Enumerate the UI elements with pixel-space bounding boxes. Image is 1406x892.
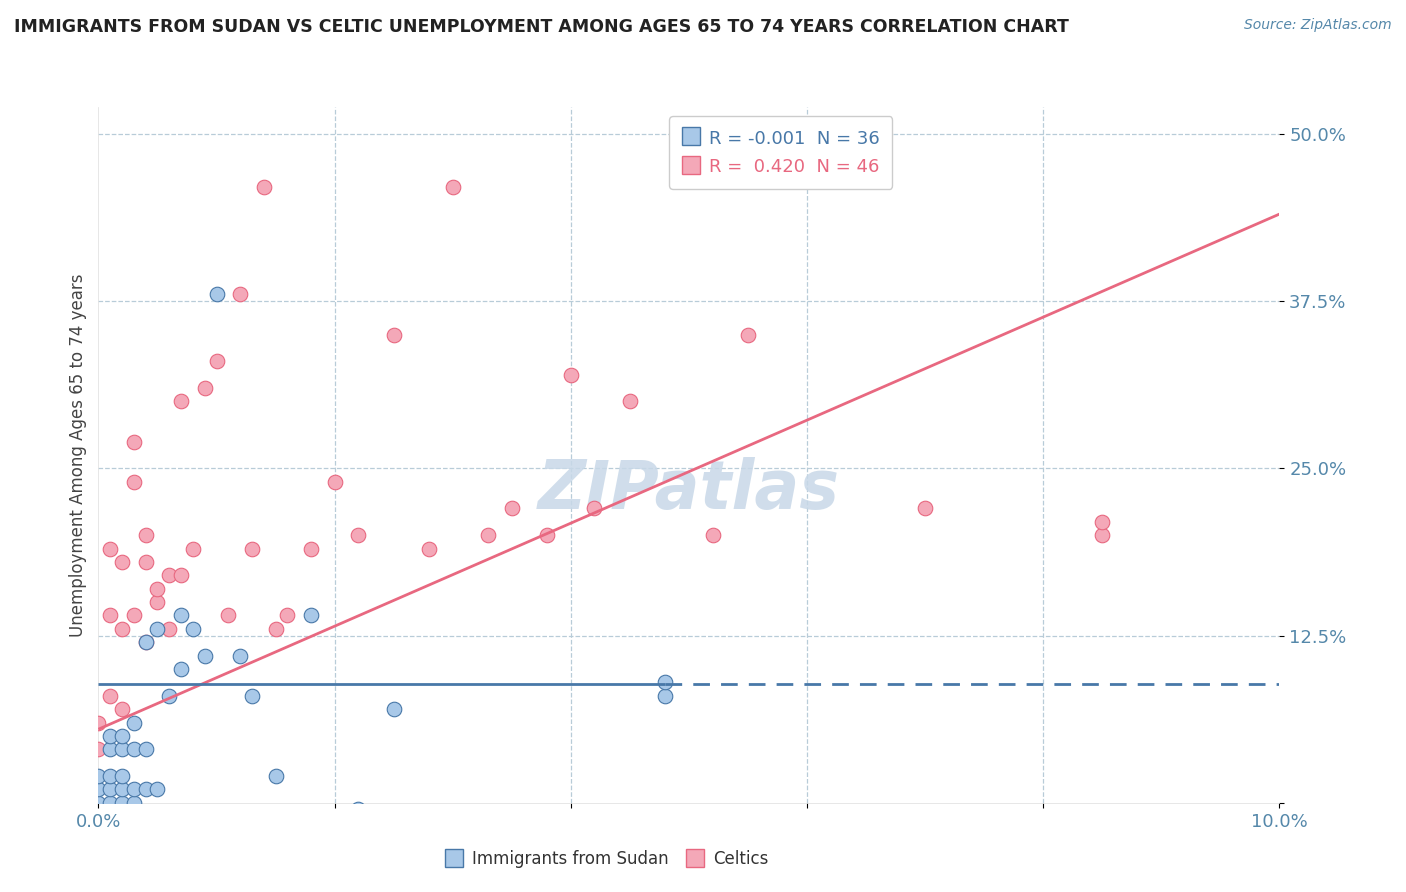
Point <box>264 622 287 636</box>
Point <box>347 803 370 817</box>
Point <box>737 327 759 342</box>
Point <box>111 622 134 636</box>
Point <box>111 729 134 743</box>
Point <box>111 742 134 756</box>
Point <box>382 327 405 342</box>
Point <box>1091 515 1114 529</box>
Point <box>229 287 252 301</box>
Point <box>240 689 263 703</box>
Point <box>914 501 936 516</box>
Point <box>654 689 676 703</box>
Point <box>382 702 405 716</box>
Point <box>194 648 217 663</box>
Point <box>98 689 121 703</box>
Point <box>654 675 676 690</box>
Point <box>98 729 121 743</box>
Point <box>229 648 252 663</box>
Point <box>98 742 121 756</box>
Point <box>276 608 298 623</box>
Point <box>702 528 724 542</box>
Point <box>347 528 370 542</box>
Point <box>98 608 121 623</box>
Point <box>205 287 228 301</box>
Point <box>111 796 134 810</box>
Point <box>181 622 204 636</box>
Legend: Immigrants from Sudan, Celtics: Immigrants from Sudan, Celtics <box>437 843 776 874</box>
Point <box>299 608 322 623</box>
Point <box>122 715 145 730</box>
Point <box>299 541 322 556</box>
Point <box>194 381 217 395</box>
Point <box>441 180 464 194</box>
Point <box>111 769 134 783</box>
Point <box>170 568 193 582</box>
Point <box>181 541 204 556</box>
Point <box>87 782 110 797</box>
Point <box>205 354 228 368</box>
Point <box>170 394 193 409</box>
Point <box>98 769 121 783</box>
Point <box>253 180 276 194</box>
Point <box>477 528 499 542</box>
Point <box>560 368 582 382</box>
Point <box>135 635 157 649</box>
Point <box>122 475 145 489</box>
Point <box>122 782 145 797</box>
Point <box>217 608 239 623</box>
Point <box>122 742 145 756</box>
Point <box>146 782 169 797</box>
Point <box>146 582 169 596</box>
Point <box>111 782 134 797</box>
Point <box>323 475 346 489</box>
Point <box>111 555 134 569</box>
Point <box>157 689 180 703</box>
Point <box>240 541 263 556</box>
Point <box>135 782 157 797</box>
Point <box>501 501 523 516</box>
Point <box>122 608 145 623</box>
Point <box>122 796 145 810</box>
Point <box>170 662 193 676</box>
Point <box>122 434 145 449</box>
Point <box>135 555 157 569</box>
Point <box>264 769 287 783</box>
Point <box>146 622 169 636</box>
Point <box>98 782 121 797</box>
Point <box>111 702 134 716</box>
Point <box>146 595 169 609</box>
Point <box>87 742 110 756</box>
Text: Source: ZipAtlas.com: Source: ZipAtlas.com <box>1244 18 1392 32</box>
Point <box>170 608 193 623</box>
Point <box>135 635 157 649</box>
Point <box>87 715 110 730</box>
Y-axis label: Unemployment Among Ages 65 to 74 years: Unemployment Among Ages 65 to 74 years <box>69 273 87 637</box>
Point <box>135 742 157 756</box>
Point <box>98 796 121 810</box>
Text: IMMIGRANTS FROM SUDAN VS CELTIC UNEMPLOYMENT AMONG AGES 65 TO 74 YEARS CORRELATI: IMMIGRANTS FROM SUDAN VS CELTIC UNEMPLOY… <box>14 18 1069 36</box>
Point <box>87 796 110 810</box>
Point <box>418 541 440 556</box>
Point <box>619 394 641 409</box>
Point <box>98 541 121 556</box>
Point <box>536 528 558 542</box>
Point <box>87 769 110 783</box>
Point <box>583 501 606 516</box>
Point <box>157 622 180 636</box>
Point <box>157 568 180 582</box>
Point <box>1091 528 1114 542</box>
Text: ZIPatlas: ZIPatlas <box>538 457 839 523</box>
Point <box>135 528 157 542</box>
